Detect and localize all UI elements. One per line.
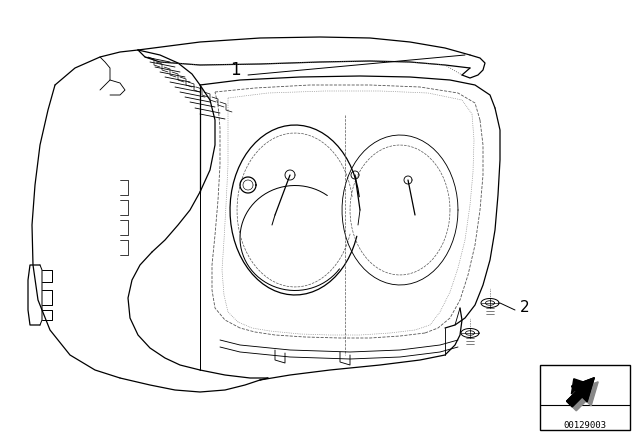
Polygon shape: [566, 378, 594, 407]
Polygon shape: [571, 382, 598, 411]
Bar: [540, 365, 630, 430]
Polygon shape: [566, 378, 594, 407]
Polygon shape: [572, 379, 593, 394]
Text: 2: 2: [520, 300, 530, 314]
Text: 1: 1: [230, 61, 240, 79]
Text: 00129003: 00129003: [563, 421, 607, 430]
